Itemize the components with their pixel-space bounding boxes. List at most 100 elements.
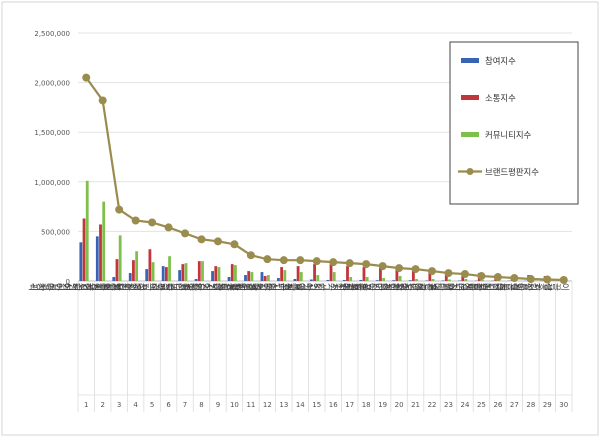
x-number-label: 8 — [199, 401, 203, 409]
brand-index-point — [230, 240, 238, 248]
bar-1 — [129, 273, 132, 281]
x-number-label: 19 — [378, 401, 387, 409]
bar-2 — [363, 267, 366, 281]
bar-2 — [99, 224, 102, 281]
legend-swatch — [461, 132, 479, 137]
x-number-label: 3 — [117, 401, 121, 409]
x-number-label: 21 — [411, 401, 420, 409]
x-number-label: 20 — [395, 401, 404, 409]
brand-index-point — [329, 258, 337, 266]
legend-swatch — [461, 95, 479, 100]
bar-3 — [168, 256, 171, 281]
bar-2 — [313, 264, 316, 281]
brand-index-point — [263, 255, 271, 263]
x-number-label: 27 — [510, 401, 519, 409]
bar-1 — [79, 242, 82, 281]
x-number-label: 26 — [493, 401, 502, 409]
brand-index-point — [280, 256, 288, 264]
y-tick-label: 1,000,000 — [34, 179, 70, 187]
bar-2 — [297, 266, 300, 281]
brand-index-point — [148, 218, 156, 226]
brand-index-point — [296, 256, 304, 264]
bar-2 — [346, 266, 349, 281]
bar-3 — [201, 261, 204, 281]
x-number-label: 1 — [84, 401, 88, 409]
brand-index-point — [494, 273, 502, 281]
bar-2 — [181, 264, 184, 281]
brand-index-point — [198, 235, 206, 243]
x-number-label: 5 — [150, 401, 154, 409]
bar-1 — [145, 269, 148, 281]
x-number-label: 12 — [263, 401, 272, 409]
bar-1 — [178, 270, 181, 281]
legend-label: 소통지수 — [485, 93, 516, 103]
y-tick-label: 2,000,000 — [34, 80, 70, 88]
bar-3 — [152, 262, 155, 281]
x-category-label: 이끌렙 지팡이 — [514, 281, 570, 291]
bar-2 — [214, 266, 217, 281]
bar-3 — [185, 263, 188, 281]
x-number-label: 22 — [428, 401, 437, 409]
brand-index-point — [181, 229, 189, 237]
x-number-label: 7 — [183, 401, 187, 409]
brand-index-point — [214, 237, 222, 245]
y-tick-label: 500,000 — [41, 228, 70, 236]
x-number-label: 6 — [166, 401, 171, 409]
brand-index-point — [247, 251, 255, 259]
bar-3 — [333, 272, 336, 281]
bar-3 — [135, 251, 138, 281]
legend-label: 브랜드평판지수 — [485, 167, 539, 177]
bar-2 — [330, 264, 333, 281]
bar-1 — [211, 271, 214, 281]
x-number-label: 30 — [559, 401, 568, 409]
brand-index-point — [313, 257, 321, 265]
x-number-label: 9 — [216, 401, 220, 409]
bar-1 — [162, 266, 165, 281]
x-number-label: 2 — [100, 401, 104, 409]
brand-index-point — [445, 269, 453, 277]
bar-2 — [198, 261, 201, 281]
brand-index-point — [395, 264, 403, 272]
brand-index-point — [165, 223, 173, 231]
bar-3 — [300, 272, 303, 281]
bar-2 — [83, 219, 86, 281]
brand-index-point — [346, 259, 354, 267]
y-tick-label: 2,500,000 — [34, 30, 70, 38]
x-number-label: 23 — [444, 401, 453, 409]
legend-point-swatch — [467, 168, 474, 175]
bar-1 — [261, 272, 264, 281]
y-tick-label: 1,500,000 — [34, 129, 70, 137]
bar-3 — [218, 267, 221, 281]
brand-index-point — [99, 96, 107, 104]
x-number-label: 16 — [329, 401, 338, 409]
bar-2 — [231, 264, 234, 281]
brand-index-point — [461, 270, 469, 278]
bar-3 — [251, 272, 254, 281]
bar-3 — [102, 202, 105, 281]
brand-index-point — [477, 272, 485, 280]
legend-label: 커뮤니티지수 — [485, 130, 532, 140]
legend-swatch — [461, 58, 479, 63]
brand-index-point — [412, 265, 420, 273]
bar-2 — [149, 249, 152, 281]
bar-3 — [283, 270, 286, 281]
brand-index-point — [115, 206, 123, 214]
x-number-label: 28 — [526, 401, 535, 409]
x-number-label: 17 — [345, 401, 354, 409]
x-number-label: 15 — [312, 401, 321, 409]
bar-2 — [280, 267, 283, 281]
x-number-label: 11 — [246, 401, 255, 409]
brand-index-point — [132, 216, 140, 224]
x-number-label: 4 — [133, 401, 138, 409]
bar-2 — [132, 260, 135, 281]
x-number-label: 10 — [230, 401, 239, 409]
brand-index-point — [82, 74, 90, 82]
legend-box — [450, 42, 578, 204]
brand-index-point — [428, 267, 436, 275]
bar-2 — [165, 267, 168, 281]
x-number-label: 13 — [279, 401, 288, 409]
legend-label: 참여지수 — [485, 56, 516, 66]
